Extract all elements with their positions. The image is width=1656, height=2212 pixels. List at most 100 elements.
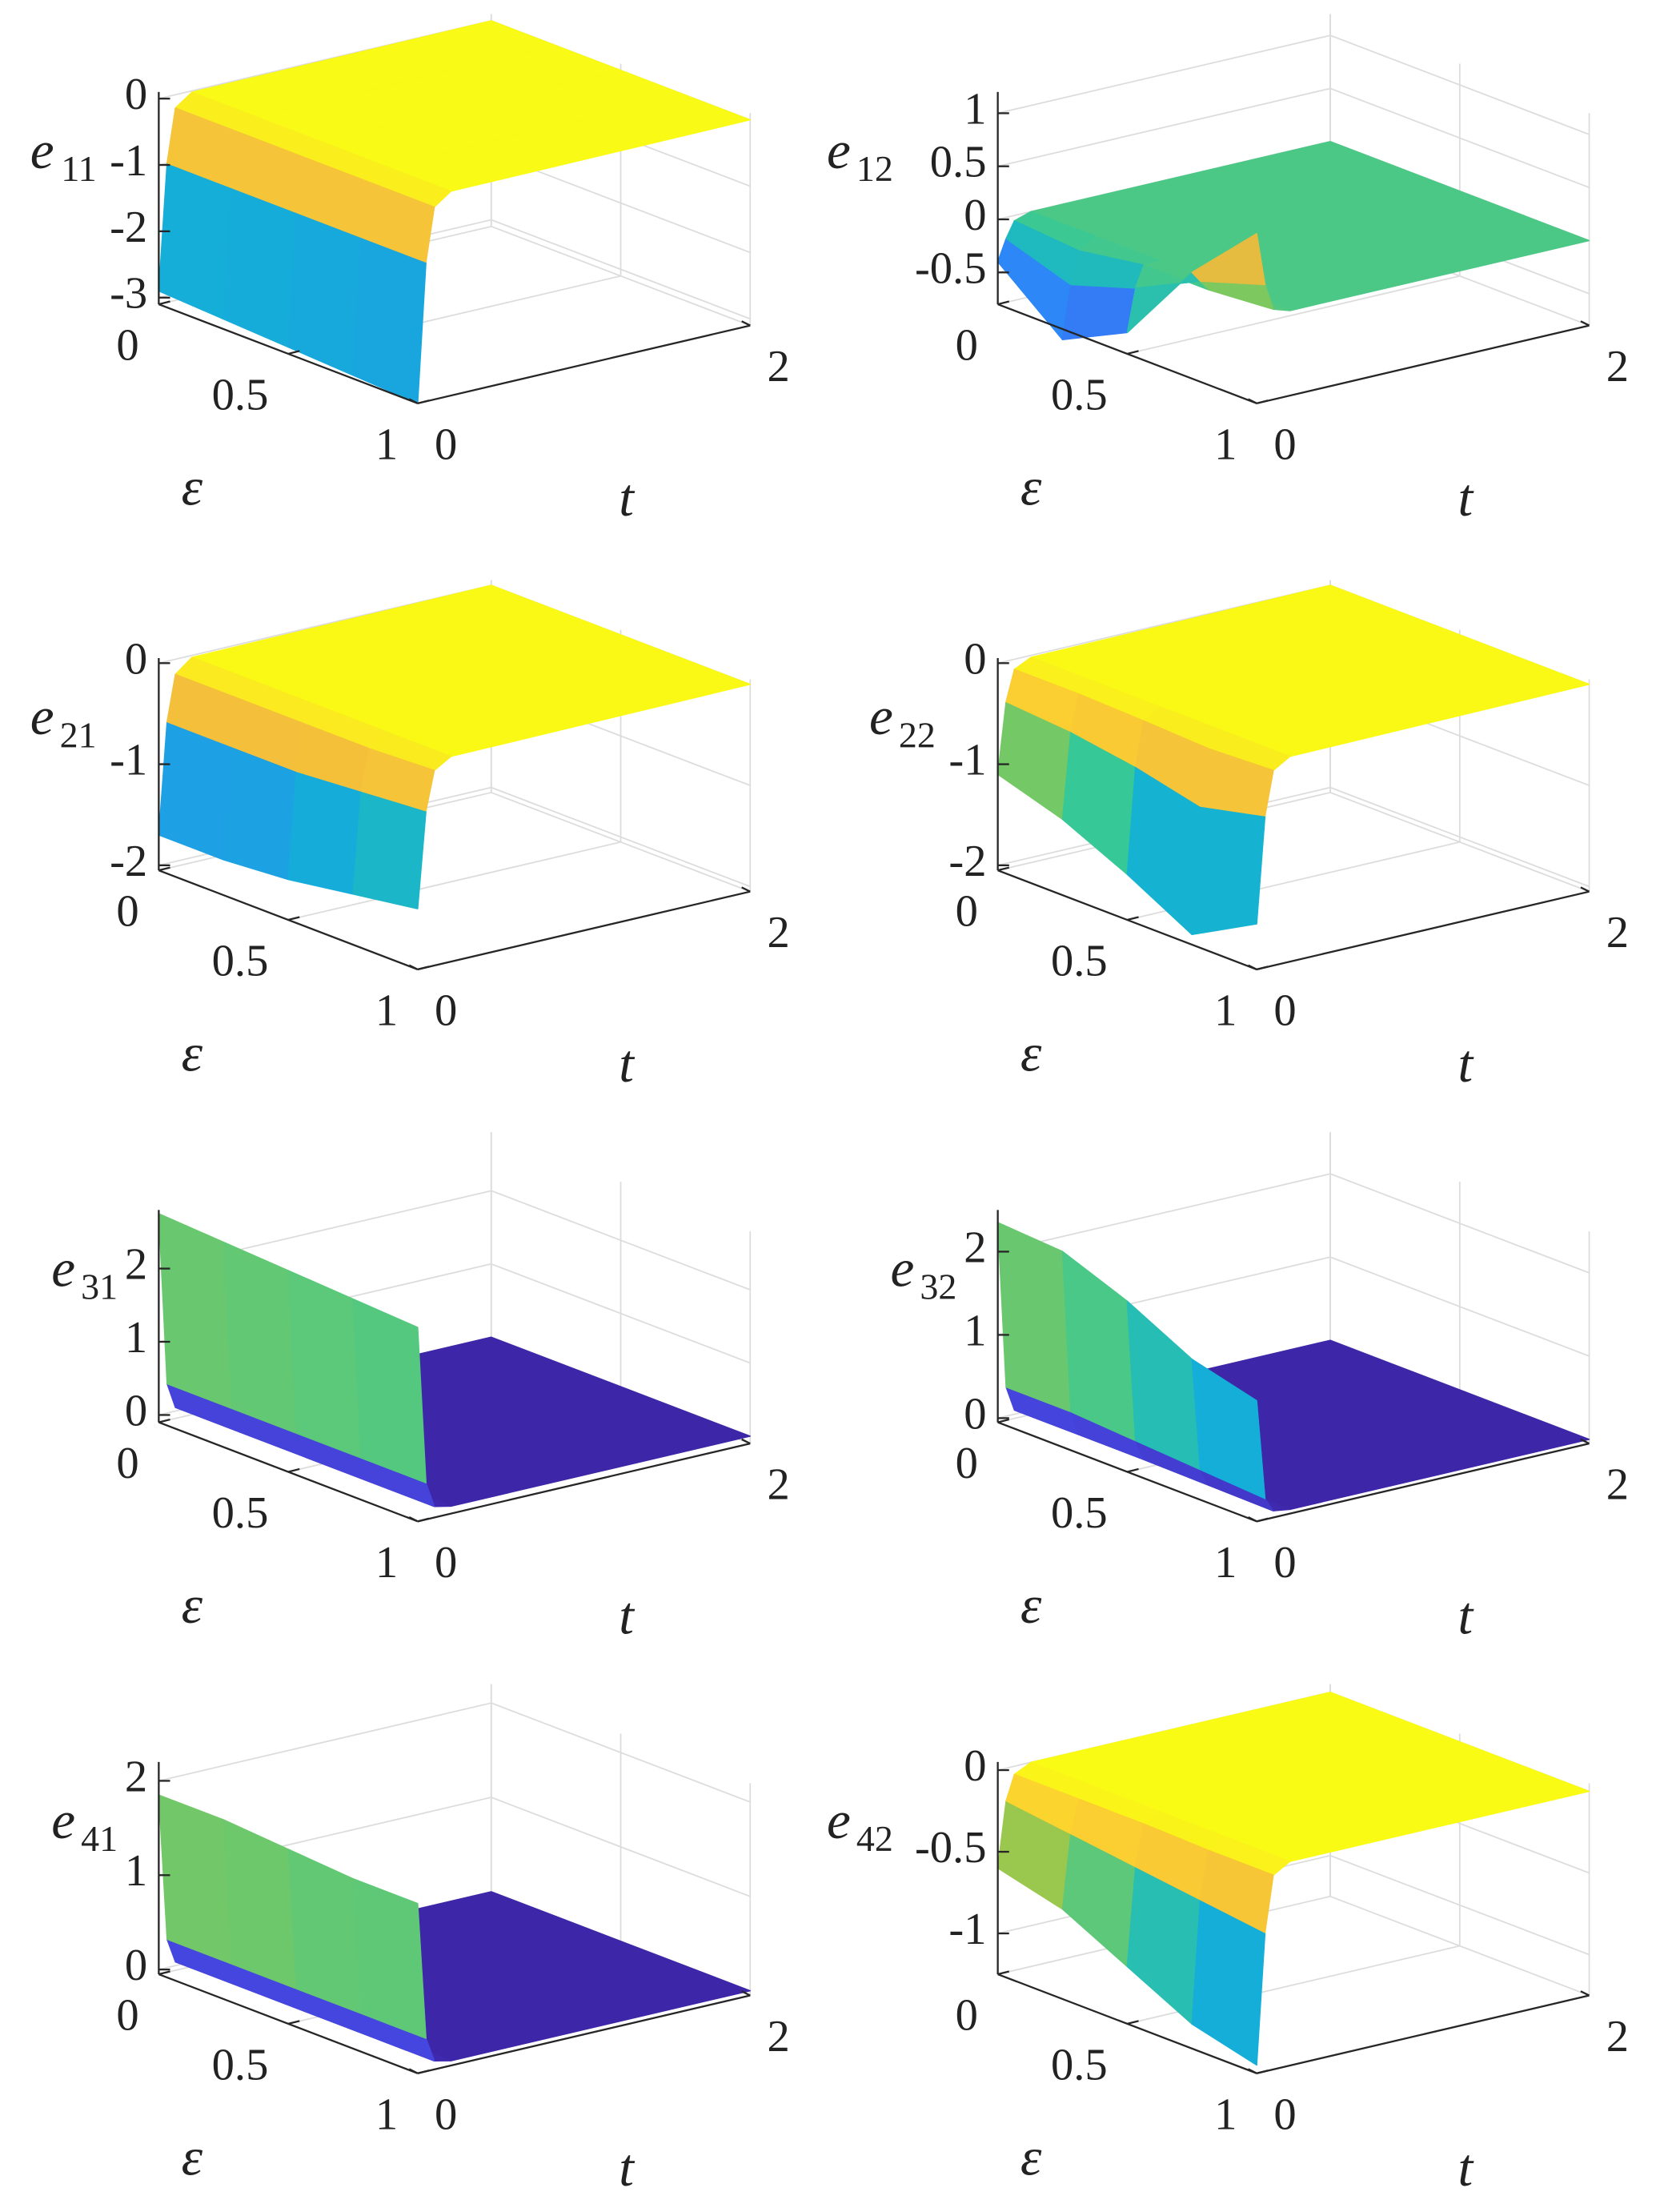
y-tick-label: 0 (1273, 1538, 1296, 1588)
grid-line (997, 1173, 1331, 1253)
z-tick-label: 1 (125, 1313, 147, 1363)
x-tick-label: 0 (116, 1439, 138, 1488)
surface-patch (352, 236, 427, 404)
surface-patch (1191, 232, 1266, 286)
x-tick-label: 0.5 (212, 370, 269, 420)
surface-patch (352, 1298, 427, 1483)
y-tick-label: 2 (1606, 1460, 1629, 1510)
z-tick-label: 0 (964, 1389, 986, 1439)
x-tick-label: 1 (375, 986, 398, 1035)
y-axis-label: t (1458, 468, 1474, 528)
z-axis-subscript: 11 (61, 148, 96, 189)
y-tick-label: 0 (1273, 986, 1296, 1035)
x-tick-label: 0.5 (1051, 937, 1108, 986)
axis-line (1256, 1442, 1590, 1523)
grid-line (158, 1702, 491, 1782)
surface-patch (1199, 1849, 1274, 1933)
x-axis-label: ε (1020, 2127, 1042, 2187)
z-tick-label: 2 (125, 1752, 147, 1801)
tick-mark (287, 1467, 300, 1473)
surface-patch (158, 162, 233, 320)
z-tick-label: 1 (964, 84, 986, 134)
surface-patch (360, 182, 435, 263)
x-tick-label: 0 (956, 1439, 978, 1488)
grid-line (1329, 34, 1590, 135)
tick-mark (408, 964, 419, 970)
z-tick-label: 0 (125, 1941, 147, 1990)
grid-line (491, 1190, 751, 1291)
x-tick-label: 0.5 (212, 937, 269, 986)
z-tick-label: 0 (964, 634, 986, 684)
x-tick-label: 0.5 (212, 1488, 269, 1538)
surface-patch (223, 1241, 298, 1435)
surface-patch (287, 1849, 363, 2014)
y-tick-label: 2 (1606, 2012, 1629, 2061)
tick-mark (1248, 398, 1257, 404)
x-tick-label: 0 (116, 887, 138, 937)
surface-patch (360, 748, 435, 812)
grid-line (1329, 1173, 1590, 1274)
grid-line (491, 1796, 751, 1897)
grid-line (287, 841, 621, 921)
surface-patch (223, 187, 298, 348)
tick-mark (997, 866, 1010, 872)
surface-patch (1061, 283, 1137, 340)
tick-mark (1256, 965, 1269, 971)
axis-line (417, 324, 751, 404)
surface-patch (1199, 748, 1274, 817)
z-axis-label: e (51, 1790, 75, 1850)
z-axis-label: e (827, 120, 851, 180)
z-tick-label: 1 (964, 1306, 986, 1355)
x-tick-label: 1 (375, 420, 398, 469)
x-tick-label: 0 (956, 321, 978, 371)
x-tick-label: 0.5 (1051, 370, 1108, 420)
z-tick-label: 1 (125, 1846, 147, 1896)
y-tick-label: 2 (767, 908, 789, 957)
y-axis-label: t (619, 2138, 635, 2198)
x-tick-label: 0.5 (1051, 1488, 1108, 1538)
x-tick-label: 0.5 (212, 2040, 269, 2090)
z-axis-subscript: 12 (856, 148, 893, 189)
z-axis-label: e (891, 1238, 915, 1298)
z-tick-label: -2 (948, 837, 986, 886)
z-tick-label: 0 (125, 70, 147, 119)
grid-line (1329, 87, 1590, 189)
tick-mark (1580, 320, 1590, 327)
tick-mark (408, 2068, 419, 2074)
y-tick-label: 2 (767, 1460, 789, 1510)
tick-mark (408, 398, 419, 404)
z-tick-label: 0.5 (930, 138, 987, 187)
tick-mark (1127, 916, 1139, 921)
tick-mark (1580, 1990, 1590, 1997)
grid-line (491, 1702, 751, 1803)
z-tick-label: 0 (964, 191, 986, 240)
y-tick-label: 2 (767, 342, 789, 391)
x-tick-label: 1 (1214, 1538, 1237, 1588)
tick-mark (997, 1418, 1010, 1423)
surface-patch (158, 1213, 233, 1410)
tick-mark (158, 1970, 170, 1976)
z-tick-label: -0.5 (915, 243, 987, 293)
grid-line (491, 786, 751, 888)
z-tick-label: 2 (964, 1222, 986, 1272)
surface-patch (1191, 805, 1266, 936)
tick-mark (417, 399, 430, 404)
tick-mark (287, 2020, 300, 2025)
z-tick-label: -0.5 (915, 1823, 987, 1873)
z-tick-label: -1 (948, 736, 986, 785)
y-axis-label: t (1458, 2138, 1474, 2198)
surface-patch (1061, 1251, 1137, 1442)
x-tick-label: 1 (1214, 986, 1237, 1035)
x-tick-label: 0 (116, 1991, 138, 2041)
tick-mark (417, 965, 430, 971)
surface-patch (287, 770, 363, 895)
x-tick-label: 1 (1214, 2090, 1237, 2139)
y-tick-label: 0 (1273, 2090, 1296, 2139)
x-axis-label: ε (182, 1575, 203, 1635)
z-axis-subscript: 31 (81, 1267, 118, 1307)
